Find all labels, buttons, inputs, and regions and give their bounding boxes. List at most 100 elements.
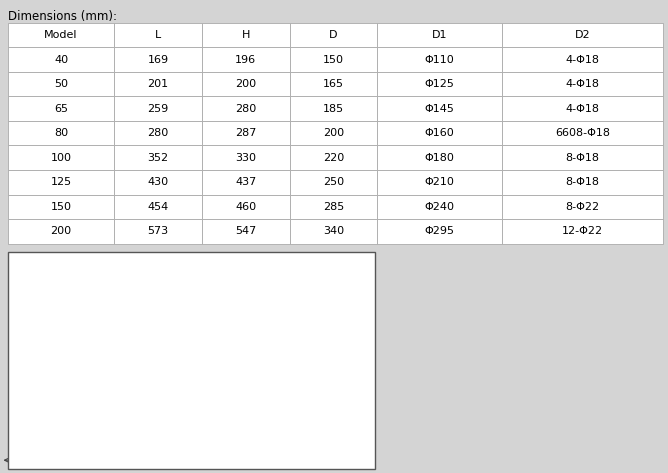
Text: 4-Φ18: 4-Φ18: [566, 79, 600, 89]
Circle shape: [283, 380, 292, 387]
Text: 280: 280: [148, 128, 168, 138]
Bar: [114, 72, 202, 96]
Bar: [98, 323, 112, 331]
Text: 200: 200: [323, 128, 344, 138]
Bar: [502, 47, 663, 72]
Bar: [289, 121, 377, 145]
Bar: [377, 121, 502, 145]
Bar: [502, 170, 663, 194]
Bar: [289, 170, 377, 194]
Text: 287: 287: [235, 128, 257, 138]
Polygon shape: [87, 358, 123, 379]
Bar: [202, 145, 289, 170]
Circle shape: [250, 324, 260, 330]
Text: 201: 201: [148, 79, 168, 89]
Bar: [148, 350, 170, 358]
Bar: [202, 219, 289, 244]
Text: 8-Φ18: 8-Φ18: [566, 153, 600, 163]
Text: 150: 150: [51, 202, 71, 212]
Bar: [8, 96, 114, 121]
Text: 4-Φ18: 4-Φ18: [566, 104, 600, 114]
Bar: [148, 358, 170, 429]
Text: 40: 40: [54, 54, 68, 64]
Text: 454: 454: [148, 202, 168, 212]
Text: Φ180: Φ180: [425, 153, 454, 163]
Text: 250: 250: [323, 177, 344, 187]
Text: 80: 80: [54, 128, 68, 138]
Text: Φ110: Φ110: [425, 54, 454, 64]
Text: D: D: [341, 312, 348, 321]
Bar: [170, 358, 199, 374]
Bar: [114, 170, 202, 194]
Text: 330: 330: [235, 153, 257, 163]
Text: 220: 220: [323, 153, 344, 163]
Bar: [377, 145, 502, 170]
Bar: [11, 358, 40, 374]
Bar: [202, 23, 289, 47]
Bar: [502, 96, 663, 121]
Text: 547: 547: [235, 226, 257, 236]
Circle shape: [237, 330, 305, 380]
Bar: [40, 350, 170, 358]
Text: 65: 65: [54, 104, 68, 114]
Text: 430: 430: [148, 177, 168, 187]
Bar: [114, 96, 202, 121]
Bar: [114, 219, 202, 244]
Bar: [377, 23, 502, 47]
Bar: [202, 47, 289, 72]
Text: D2: D2: [181, 375, 194, 384]
Text: 125: 125: [51, 177, 71, 187]
Bar: [114, 23, 202, 47]
Text: 185: 185: [323, 104, 344, 114]
Text: 280: 280: [235, 104, 257, 114]
Bar: [289, 194, 377, 219]
Text: 6608-Φ18: 6608-Φ18: [555, 128, 610, 138]
Bar: [8, 145, 114, 170]
Bar: [8, 23, 114, 47]
Text: 165: 165: [323, 79, 344, 89]
Bar: [62, 374, 148, 429]
Bar: [289, 96, 377, 121]
Bar: [84, 347, 127, 358]
Text: 437: 437: [235, 177, 257, 187]
Bar: [8, 194, 114, 219]
Text: Φ295: Φ295: [424, 226, 454, 236]
Text: 8-Φ22: 8-Φ22: [566, 202, 600, 212]
Bar: [289, 72, 377, 96]
Bar: [8, 219, 114, 244]
Text: 259: 259: [148, 104, 168, 114]
Bar: [1, 350, 11, 382]
Bar: [289, 23, 377, 47]
Bar: [377, 47, 502, 72]
Circle shape: [213, 313, 329, 398]
Text: Φ145: Φ145: [425, 104, 454, 114]
Text: L: L: [103, 457, 108, 466]
Text: 200: 200: [51, 226, 71, 236]
Circle shape: [305, 363, 314, 370]
Bar: [502, 121, 663, 145]
Circle shape: [228, 340, 237, 347]
Bar: [104, 347, 107, 358]
Bar: [40, 358, 62, 429]
Text: 196: 196: [235, 54, 257, 64]
Text: 460: 460: [235, 202, 257, 212]
Bar: [114, 145, 202, 170]
Bar: [87, 334, 123, 347]
Bar: [377, 72, 502, 96]
Text: 169: 169: [148, 54, 168, 64]
Bar: [289, 47, 377, 72]
Bar: [199, 350, 210, 382]
Text: 100: 100: [51, 153, 71, 163]
Bar: [377, 96, 502, 121]
Bar: [377, 170, 502, 194]
Bar: [40, 440, 69, 454]
Text: 12-Φ22: 12-Φ22: [562, 226, 603, 236]
Bar: [502, 194, 663, 219]
Text: 573: 573: [148, 226, 168, 236]
Text: Φ240: Φ240: [424, 202, 454, 212]
Bar: [377, 194, 502, 219]
Bar: [502, 23, 663, 47]
Text: H: H: [195, 384, 202, 393]
Text: 150: 150: [323, 54, 344, 64]
Bar: [11, 374, 40, 382]
